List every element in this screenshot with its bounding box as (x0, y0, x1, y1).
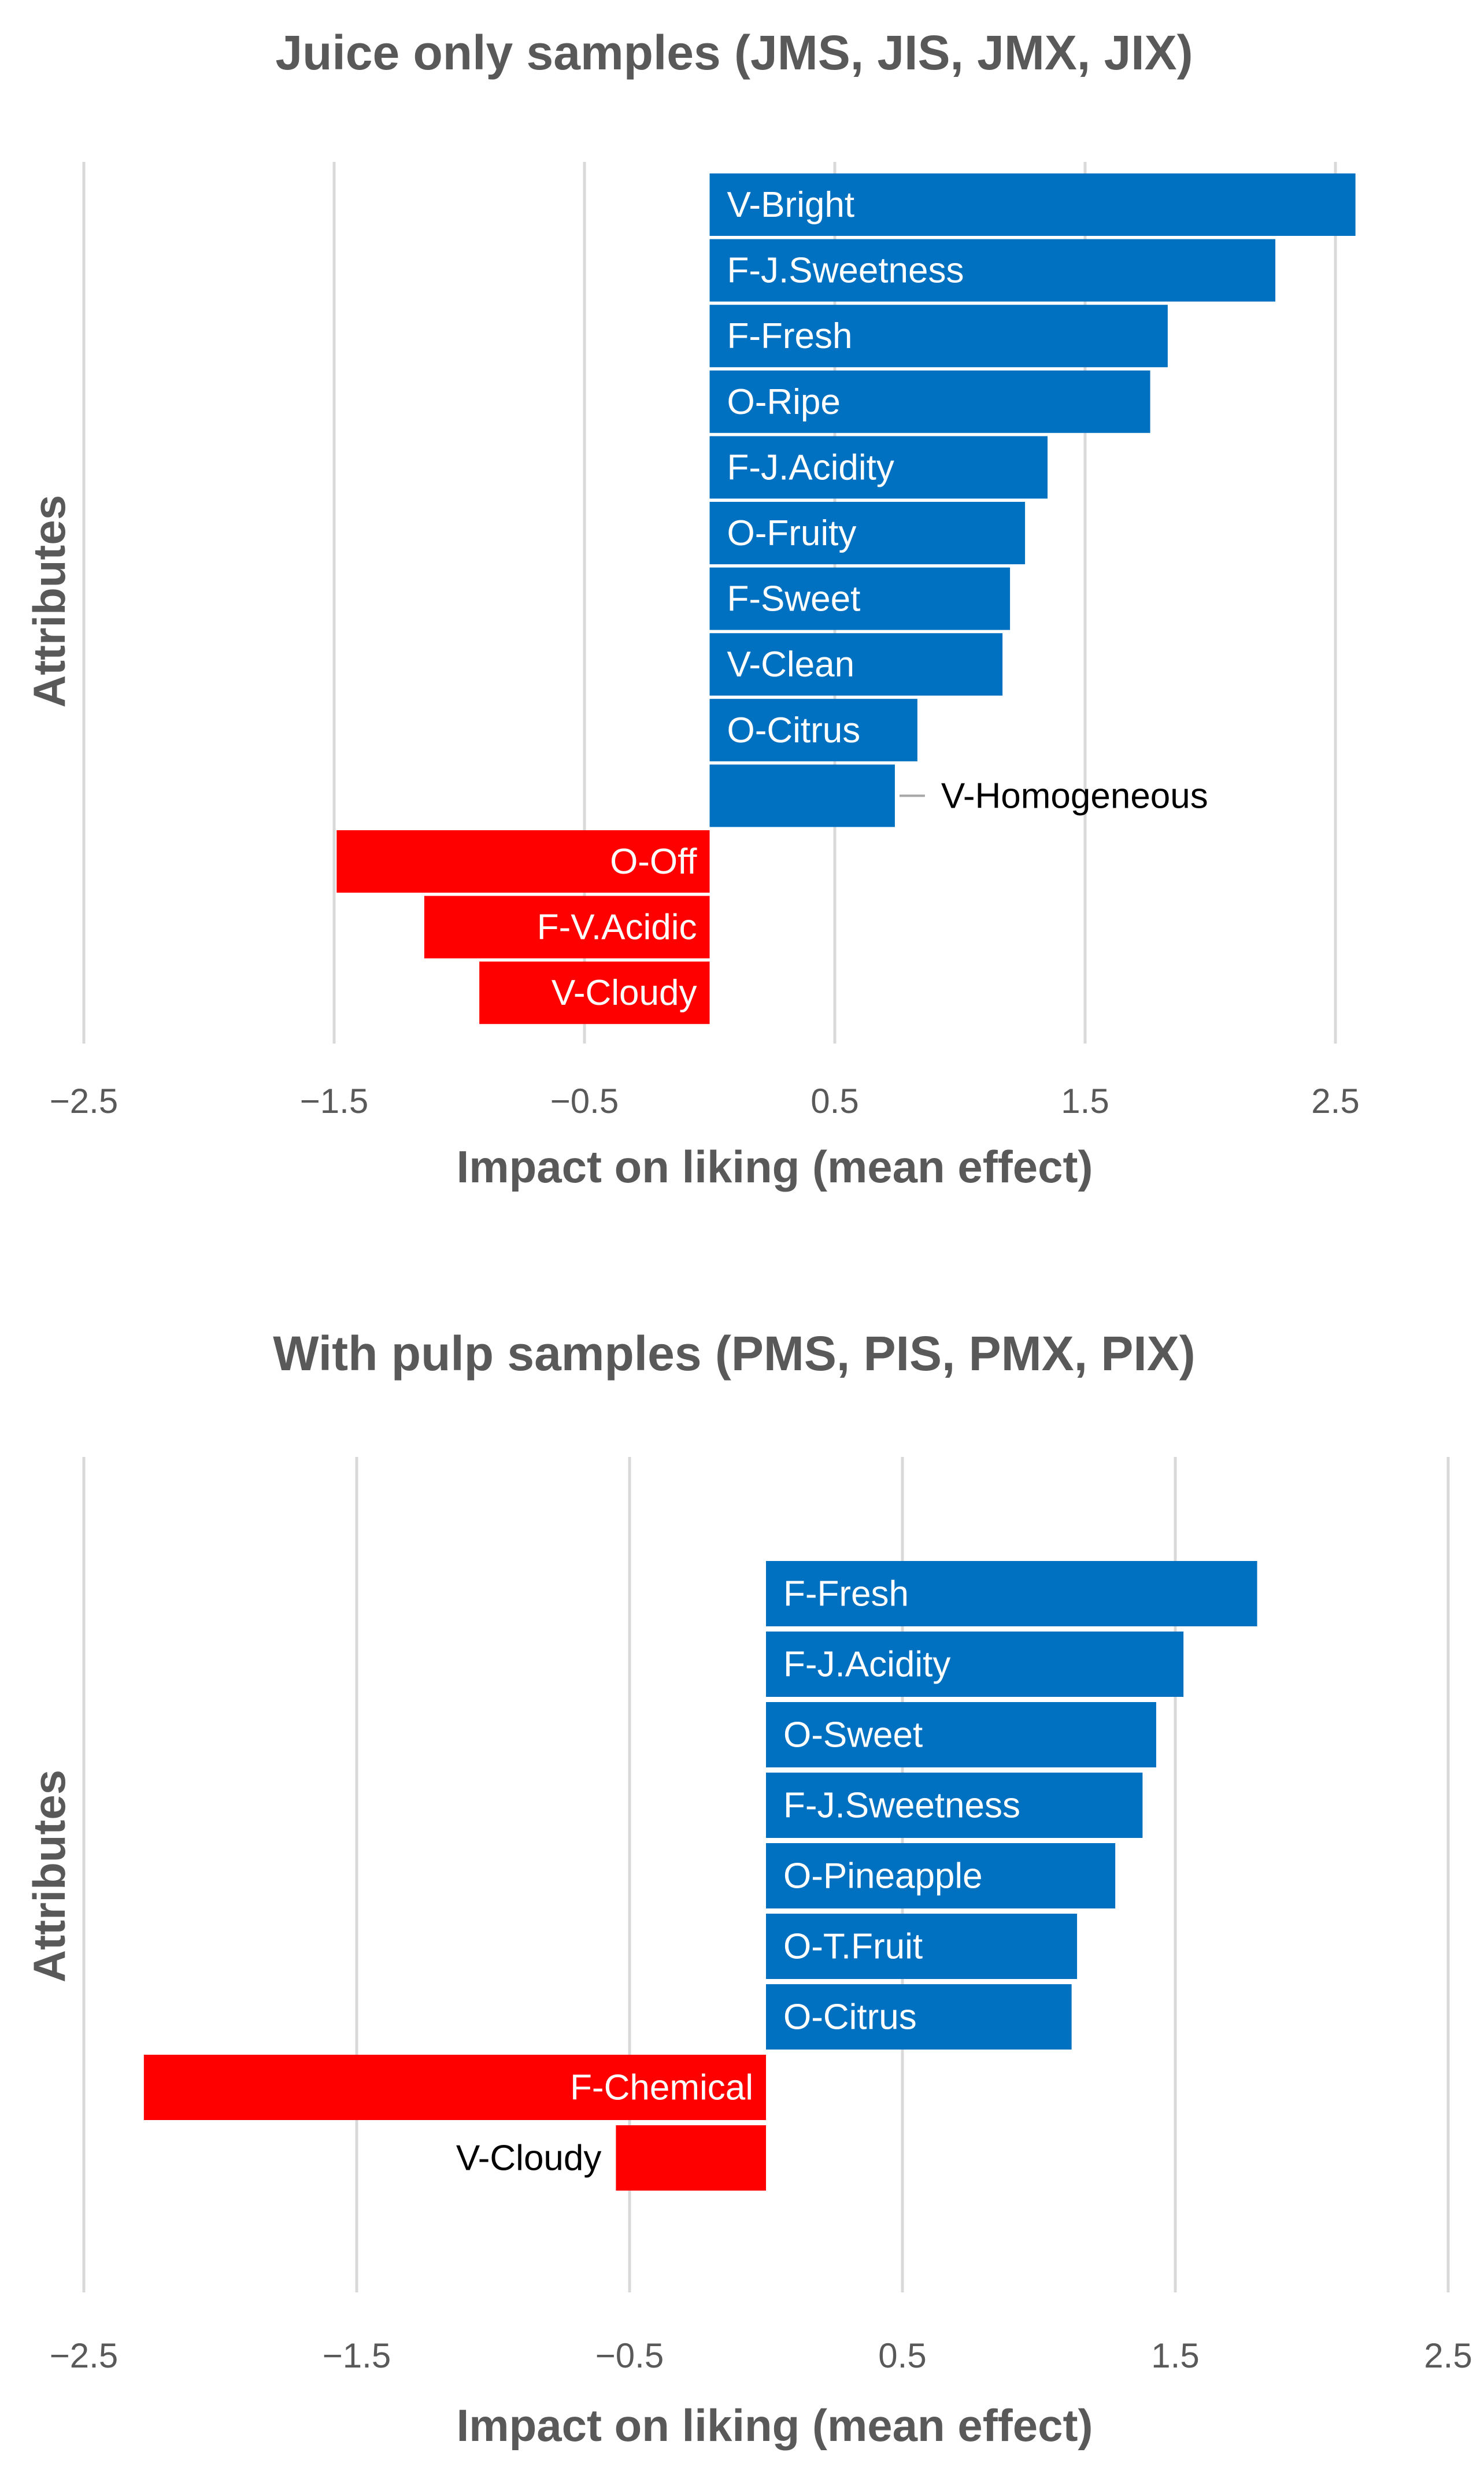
bar-label: F-Fresh (727, 316, 853, 356)
bar (143, 2055, 767, 2120)
x-tick-label: 0.5 (811, 1082, 858, 1120)
bar-label: F-V.Acidic (537, 908, 697, 948)
bar (709, 370, 1150, 433)
bar-label: F-J.Sweetness (783, 1786, 1020, 1826)
x-tick-label: 2.5 (1311, 1082, 1359, 1120)
x-tick-label: −0.5 (550, 1082, 619, 1120)
bar (709, 698, 917, 761)
bar-label: O-Ripe (727, 382, 841, 422)
x-tick-label: −2.5 (50, 2336, 118, 2375)
bar-label: F-Fresh (783, 1574, 909, 1614)
x-axis-title: Impact on liking (mean effect) (457, 2400, 1093, 2451)
bar-label: F-J.Acidity (783, 1645, 950, 1685)
bar (766, 1561, 1257, 1626)
bar (709, 173, 1356, 236)
x-axis-title: Impact on liking (mean effect) (457, 1141, 1093, 1192)
x-tick-label: 1.5 (1061, 1082, 1109, 1120)
bar-label: F-J.Sweetness (727, 251, 964, 291)
bar (709, 305, 1168, 368)
x-tick-label: 0.5 (878, 2336, 926, 2375)
x-tick-label: −1.5 (300, 1082, 368, 1120)
bar (766, 1843, 1116, 1908)
y-axis-title: Attributes (24, 495, 75, 708)
bar-label: V-Bright (727, 185, 855, 225)
bar-label: F-Chemical (570, 2068, 753, 2108)
bar (709, 502, 1026, 564)
bar (479, 961, 710, 1024)
bar (709, 764, 895, 827)
bar-label: O-Citrus (783, 1997, 917, 2037)
chart-panel-2: With pulp samples (PMS, PIS, PMX, PIX) F-… (24, 1326, 1472, 2451)
bar (709, 567, 1011, 630)
bar-label: V-Cloudy (552, 973, 697, 1013)
x-tick-label: 2.5 (1424, 2336, 1472, 2375)
bar (766, 1984, 1072, 2050)
bar-label: O-T.Fruit (783, 1927, 923, 1967)
bar-label: V-Clean (727, 645, 855, 685)
chart-title: With pulp samples (PMS, PIS, PMX, PIX) (273, 1326, 1195, 1381)
bar (766, 1914, 1078, 1979)
bar-label: F-J.Acidity (727, 447, 894, 487)
x-tick-label: −2.5 (50, 1082, 118, 1120)
bar (766, 1773, 1143, 1838)
bar (709, 436, 1048, 499)
chart-title: Juice only samples (JMS, JIS, JMX, JIX) (275, 25, 1193, 80)
bar (709, 239, 1276, 302)
bar-label: O-Pineapple (783, 1856, 983, 1896)
bar-label: O-Sweet (783, 1715, 923, 1755)
x-tick-label: 1.5 (1151, 2336, 1199, 2375)
bar-label: F-Sweet (727, 579, 861, 619)
bar-label: V-Cloudy (456, 2139, 602, 2178)
bar (424, 896, 710, 959)
bar-label: V-Homogeneous (941, 776, 1208, 816)
bar-label: O-Fruity (727, 513, 857, 553)
bar-label: O-Off (610, 842, 697, 882)
bar (616, 2125, 766, 2191)
bar (766, 1632, 1184, 1697)
chart-panel-1: Juice only samples (JMS, JIS, JMX, JIX) V… (24, 25, 1360, 1192)
y-axis-title: Attributes (24, 1770, 75, 1982)
bar (709, 633, 1003, 696)
x-tick-label: −1.5 (323, 2336, 391, 2375)
bar (336, 830, 710, 893)
bar (766, 1702, 1156, 1767)
x-tick-label: −0.5 (595, 2336, 664, 2375)
bar-label: O-Citrus (727, 711, 861, 750)
